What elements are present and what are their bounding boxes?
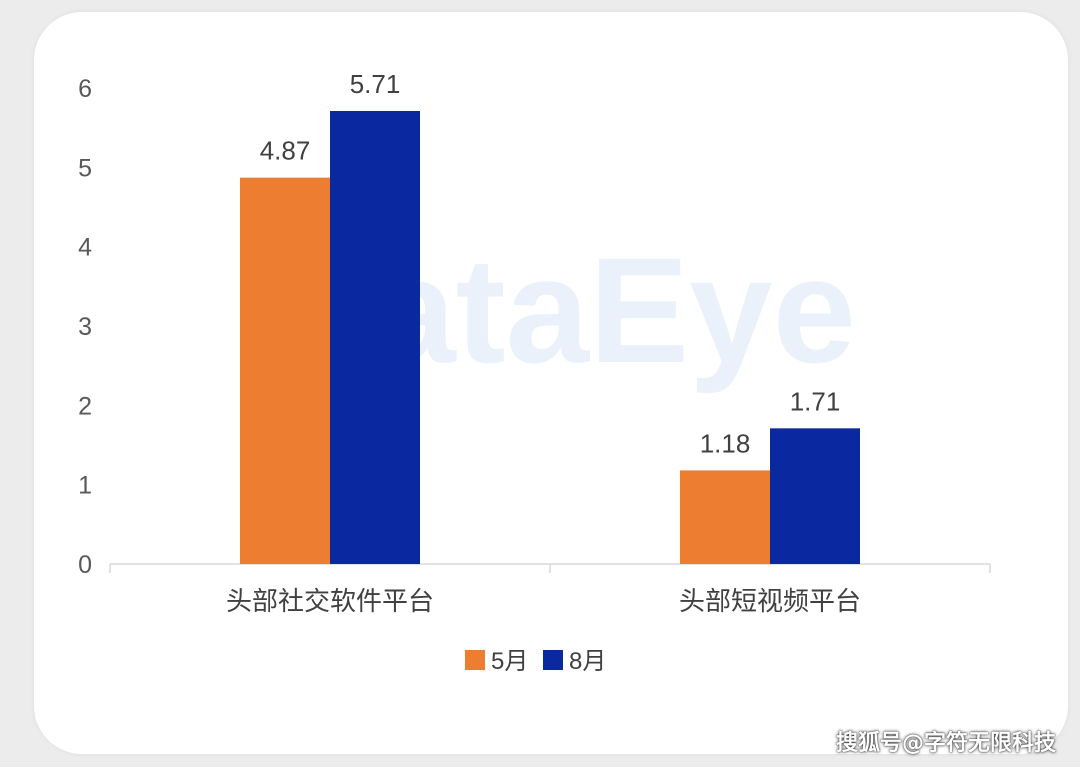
legend-label: 5月 [491, 648, 528, 675]
y-tick-label: 6 [78, 75, 92, 103]
bar [770, 428, 860, 564]
chart-card [34, 12, 1068, 754]
bar [240, 177, 330, 564]
y-tick-label: 5 [78, 154, 92, 182]
legend-label: 8月 [569, 648, 606, 675]
x-category-label: 头部社交软件平台 [226, 586, 434, 616]
y-tick-label: 0 [78, 551, 92, 579]
data-label: 5.71 [350, 69, 401, 99]
data-label: 4.87 [260, 136, 311, 166]
legend-swatch [543, 650, 563, 670]
y-tick-label: 4 [78, 234, 92, 262]
attribution-text: 搜狐号@字符无限科技 [835, 731, 1056, 756]
y-tick-label: 1 [78, 472, 92, 500]
y-tick-label: 2 [78, 392, 92, 420]
x-category-label: 头部短视频平台 [679, 586, 861, 616]
bar [330, 111, 420, 565]
bar [680, 470, 770, 564]
y-tick-label: 3 [78, 313, 92, 341]
legend-swatch [465, 650, 485, 670]
data-label: 1.71 [790, 386, 841, 416]
data-label: 1.18 [700, 428, 751, 458]
